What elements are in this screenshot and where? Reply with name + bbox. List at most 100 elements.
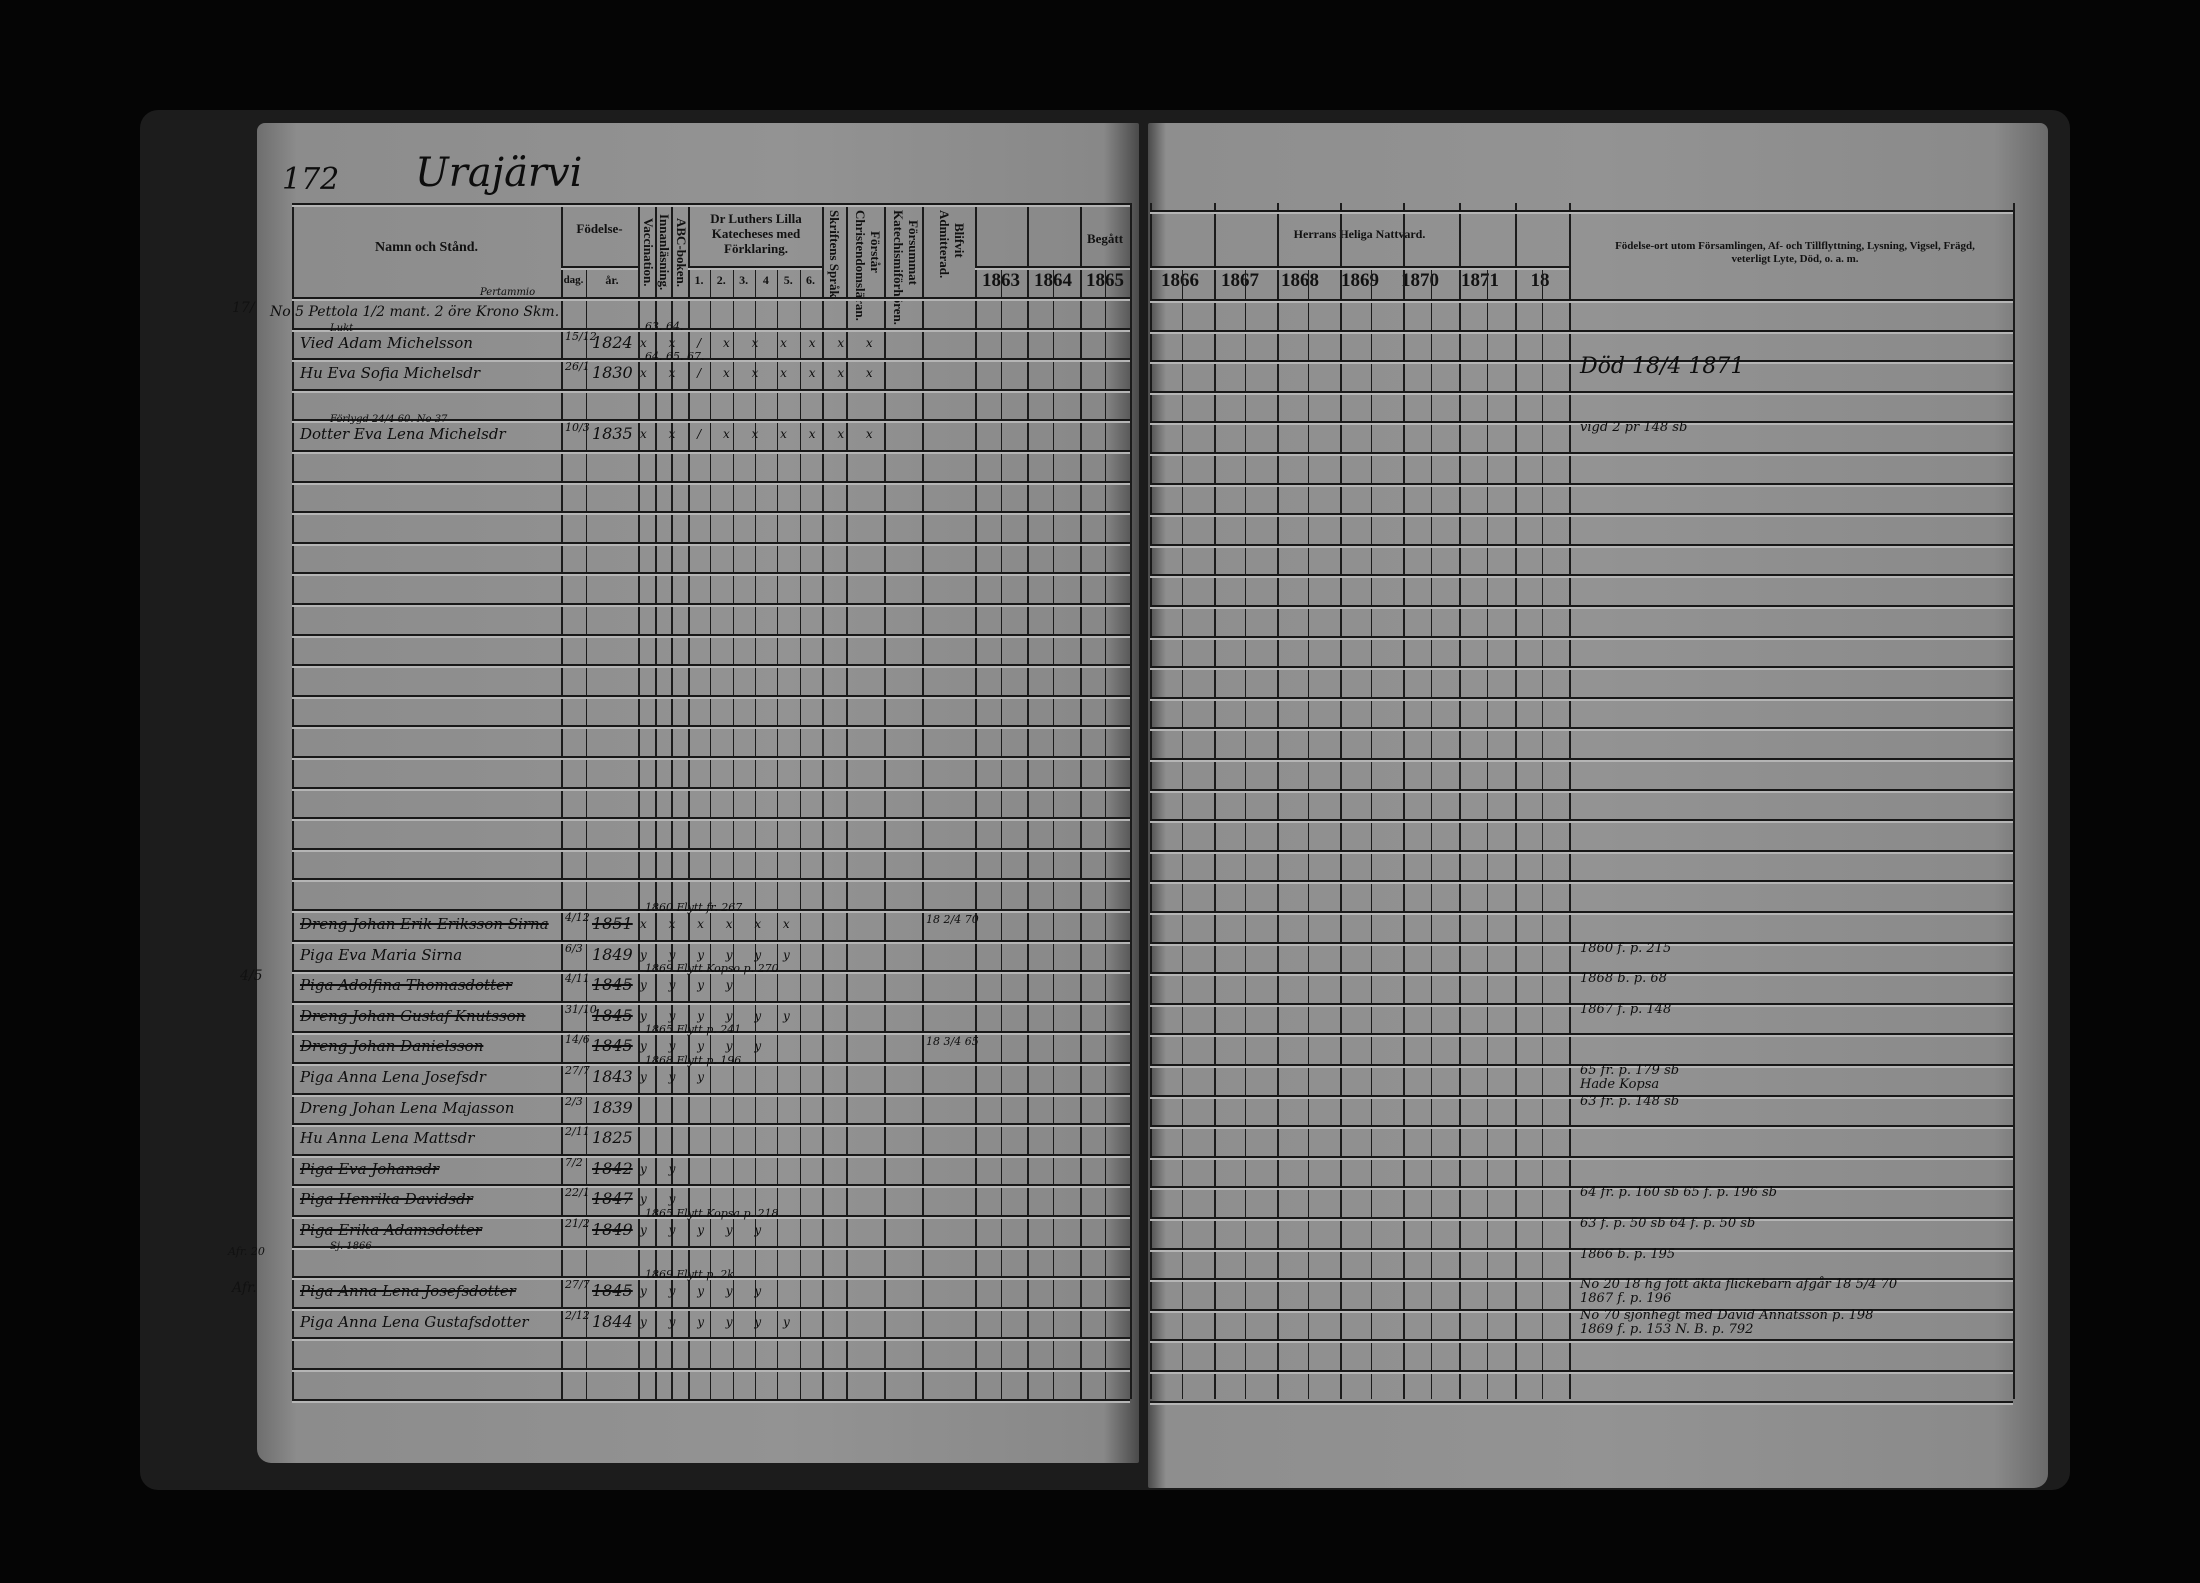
row-rule — [292, 1306, 1130, 1309]
header-abc: ABC-boken. — [673, 217, 689, 287]
birth-year: 1830 — [592, 363, 633, 383]
column-rule — [1431, 266, 1432, 1399]
column-rule — [800, 266, 801, 1399]
header-reading: Innanläsning. — [656, 213, 672, 291]
catechism-marks: y y y y y — [640, 1284, 771, 1299]
column-rule — [777, 266, 778, 1399]
header-rule — [688, 266, 822, 268]
birth-year: 1844 — [592, 1311, 633, 1331]
remark-line: No 70 sjönhegt med David Annatsson p. 19… — [1580, 1307, 1874, 1323]
remark-line: 1869 f. p. 153 N. B. p. 792 — [1580, 1321, 1754, 1337]
birth-year: 1845 — [592, 1005, 633, 1025]
row-rule — [1150, 666, 2013, 669]
row-rule — [1150, 1125, 2013, 1128]
row-rule — [292, 1062, 1130, 1064]
column-rule — [1027, 203, 1029, 1399]
row-rule — [1150, 390, 2013, 393]
column-rule — [846, 203, 848, 1399]
birth-year: 1842 — [592, 1158, 633, 1178]
birth-day: 4/12 — [565, 911, 590, 924]
catechism-note: 1868 Flytt p. 196 — [645, 1054, 742, 1067]
register-row — [0, 817, 2200, 848]
catechism-marks: y y y y y — [640, 1223, 771, 1237]
header-birth-year: år. — [605, 273, 619, 287]
row-rule — [1150, 513, 2013, 516]
above-note: Pertammio — [480, 287, 536, 298]
remarks-cell: No 20 18 hg fött äkta flickebarn afgår 1… — [1580, 1278, 1897, 1306]
remark-line: 63 fr. p. 148 sb — [1580, 1093, 1680, 1109]
row-rule — [1150, 1278, 2013, 1281]
catechism-marks: y y y y y y — [640, 1008, 799, 1023]
register-row — [0, 1337, 2200, 1368]
remarks-cell: Död 18/4 1871 — [1580, 356, 1744, 378]
remarks-cell: 65 fr. p. 179 sb Hade Kopsa — [1580, 1064, 1679, 1092]
communion-year: 1871 — [1461, 270, 1499, 291]
catechism-marks: y y — [640, 1161, 685, 1176]
catechism-marks: y y — [640, 1192, 685, 1207]
header-begatt: Begått — [1086, 231, 1124, 246]
remark-line: 63 f. p. 50 sb 64 f. p. 50 sb — [1580, 1216, 1756, 1231]
column-rule — [1053, 266, 1054, 1399]
row-rule — [292, 939, 1130, 942]
left-page — [257, 123, 1139, 1463]
row-rule — [292, 1184, 1130, 1187]
remark-line: 1867 f. p. 196 — [1580, 1291, 1672, 1307]
row-rule — [1150, 1064, 2013, 1066]
row-rule — [292, 572, 1130, 575]
header-missed: Försummat Katechismiförhören. — [891, 210, 921, 325]
row-rule — [1150, 635, 2013, 638]
register-row: Piga Erika Adamsdotter 21/2 1849 y y y y y 1… — [0, 1207, 2200, 1246]
birth-year: 1839 — [592, 1097, 633, 1117]
catechism-marks: x x x x x x — [640, 917, 799, 931]
row-rule — [1150, 574, 2013, 577]
communion-year: 1869 — [1341, 270, 1379, 291]
person-name: Piga Eva Maria Sirna — [300, 945, 463, 964]
row-rule — [292, 358, 1130, 361]
remark-line: 1867 f. p. 148 — [1580, 1001, 1672, 1017]
row-rule — [1150, 543, 2013, 546]
header-rule — [1150, 266, 1569, 268]
person-name: Piga Adolfina Thomasdotter — [300, 976, 513, 995]
row-rule — [1150, 880, 2013, 883]
column-rule — [1487, 266, 1488, 1399]
birth-day: 10/3 — [565, 421, 590, 435]
register-row: Lukt Vied Adam Michelsson 15/12 1824 x x / x… — [0, 320, 2200, 359]
catechism-marks: x x / x x x x x x — [640, 335, 882, 350]
row-rule — [1150, 696, 2013, 699]
catechism-marks: x x / x x x x x x — [640, 366, 882, 381]
row-rule — [1150, 1247, 2013, 1250]
header-birth-day: dag. — [563, 274, 584, 286]
column-rule — [1245, 266, 1246, 1399]
birth-day: 2/3 — [565, 1094, 583, 1108]
header-remarks: Födelse-ort utom Församlingen, Af- och T… — [1615, 240, 1975, 265]
row-rule — [1150, 1400, 2013, 1403]
birth-year: 1835 — [592, 424, 633, 444]
catechism-marks: y y y y y y — [640, 947, 799, 962]
header-rule — [1150, 210, 2013, 212]
register-row — [0, 848, 2200, 879]
person-name: Piga Erika Adamsdotter — [300, 1221, 482, 1239]
admitted-date: 18 3/4 65 — [926, 1035, 979, 1049]
birth-year: 1847 — [592, 1189, 633, 1209]
admitted-date: 18 2/4 70 — [926, 913, 979, 926]
catechism-part-number: 4 — [762, 273, 769, 287]
birth-day: 31/10 — [565, 1002, 597, 1016]
row-rule — [292, 664, 1130, 667]
catechism-note: 1860 Flytt fr. 267 — [645, 901, 743, 914]
register-row: Hu Anna Lena Mattsdr 2/11 1825 — [0, 1123, 2200, 1154]
remarks-cell: 1868 b. p. 68 — [1580, 972, 1667, 986]
column-rule — [884, 203, 886, 1399]
row-rule — [1150, 788, 2013, 791]
row-rule — [292, 541, 1130, 544]
column-rule — [1459, 203, 1461, 1399]
person-name: Dreng Johan Erik Eriksson Sirna — [300, 915, 549, 933]
remarks-cell: vigd 2 pr 148 sb — [1580, 421, 1687, 435]
row-rule — [292, 1398, 1130, 1401]
catechism-note: 1869 Flytt Kopso p. 270 — [645, 962, 779, 976]
row-rule — [292, 786, 1130, 789]
catechism-note: 1865 Flytt Kopsa p. 218 — [645, 1207, 779, 1220]
column-rule — [2013, 203, 2015, 1399]
remarks-cell: 1867 f. p. 148 — [1580, 1001, 1672, 1017]
catechism-marks: x x / x x x x x x — [640, 427, 882, 442]
register-row — [0, 481, 2200, 512]
